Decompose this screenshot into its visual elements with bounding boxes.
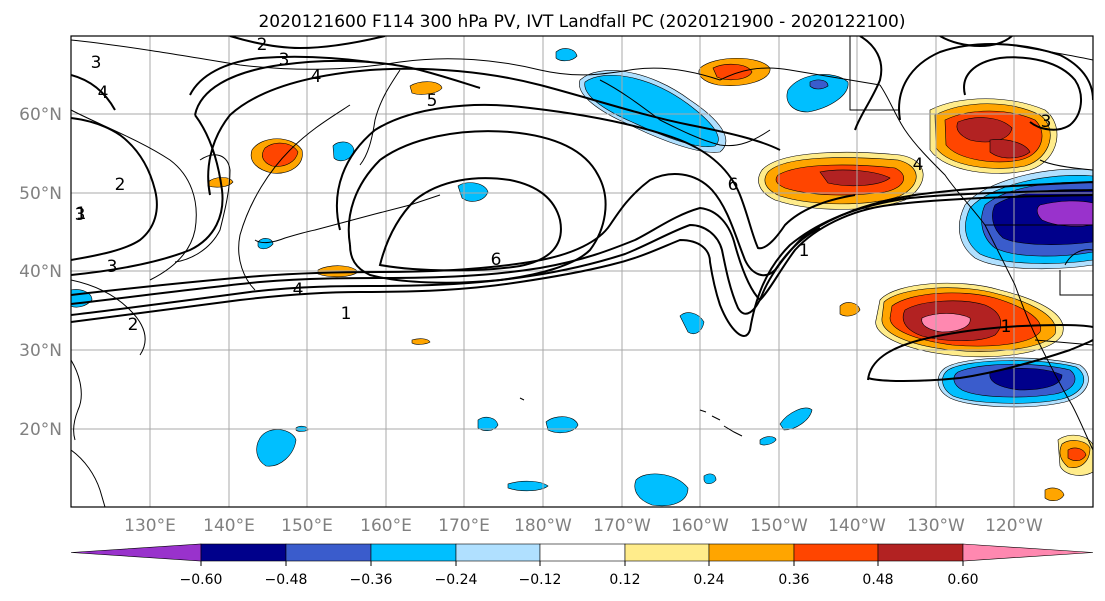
- lon-label: 150°E: [281, 516, 333, 536]
- colorbar-label: 0.12: [609, 572, 640, 588]
- contour-labels: 2 3 4 4 5 3 6 3 3 6 4 1 2 2 1 1 3: [75, 35, 1052, 337]
- colorbar-swatches: [70, 543, 1094, 562]
- contour-label: 1: [76, 204, 87, 224]
- contour-label: 3: [75, 205, 86, 225]
- colorbar-label: 0.60: [947, 572, 978, 588]
- figure-title: 2020121600 F114 300 hPa PV, IVT Landfall…: [258, 12, 905, 32]
- lon-label: 160°W: [671, 516, 729, 536]
- contour-label: 4: [913, 155, 924, 175]
- map-frame: [70, 35, 1094, 508]
- lon-label: 160°E: [360, 516, 412, 536]
- contour-label: 2: [128, 315, 139, 335]
- colorbar-swatch: [624, 543, 710, 562]
- colorbar-label: 0.48: [862, 572, 893, 588]
- colorbar-swatch: [539, 543, 626, 562]
- contour-label: 3: [91, 53, 102, 73]
- lon-label: 130°E: [124, 516, 176, 536]
- lon-label: 170°E: [438, 516, 490, 536]
- colorbar-ticks: [200, 561, 964, 566]
- colorbar-label: 0.36: [778, 572, 809, 588]
- contour-label: 6: [728, 175, 739, 195]
- lat-label: 20°N: [19, 420, 62, 440]
- contour-label: 3: [1041, 112, 1052, 132]
- contour-label: 5: [427, 91, 438, 111]
- colorbar-label: 0.24: [693, 572, 724, 588]
- lon-label: 140°E: [203, 516, 255, 536]
- colorbar-swatch: [285, 543, 372, 562]
- lon-label: 170°W: [593, 516, 651, 536]
- coastlines: [71, 36, 1093, 507]
- lon-label: 180°W: [514, 516, 572, 536]
- colorbar-swatch: [70, 543, 202, 562]
- contour-label: 1: [341, 304, 352, 324]
- contour-label: 4: [98, 83, 109, 103]
- contour-label: 1: [1001, 317, 1012, 337]
- colorbar-swatch: [962, 543, 1094, 562]
- pv-contours: [71, 36, 1093, 382]
- colorbar-label: −0.12: [519, 572, 562, 588]
- contour-label: 1: [799, 241, 810, 261]
- lat-label: 50°N: [19, 184, 62, 204]
- ivt-anomaly-gulf-alaska: [758, 151, 924, 210]
- contour-label: 3: [107, 257, 118, 277]
- colorbar-swatch: [877, 543, 964, 562]
- colorbar-swatch: [200, 543, 287, 562]
- contour-label: 4: [311, 67, 322, 87]
- latitude-labels: 60°N 50°N 40°N 30°N 20°N: [19, 105, 62, 440]
- colorbar-tick-labels: −0.60 −0.48 −0.36 −0.24 −0.12 0.12 0.24 …: [180, 572, 979, 588]
- ivt-anomaly-california: [875, 282, 1064, 358]
- lon-label: 130°W: [907, 516, 965, 536]
- ivt-anomaly-small-features: [71, 48, 1093, 507]
- ivt-anomaly-east-pacific-ne: [929, 98, 1058, 174]
- lon-label: 140°W: [828, 516, 886, 536]
- colorbar: −0.60 −0.48 −0.36 −0.24 −0.12 0.12 0.24 …: [70, 543, 1094, 588]
- colorbar-swatch: [370, 543, 457, 562]
- colorbar-swatch: [455, 543, 541, 562]
- colorbar-label: −0.24: [435, 572, 478, 588]
- lon-label: 120°W: [985, 516, 1043, 536]
- lon-label: 150°W: [750, 516, 808, 536]
- longitude-labels: 130°E 140°E 150°E 160°E 170°E 180°W 170°…: [124, 516, 1043, 536]
- colorbar-label: −0.36: [350, 572, 393, 588]
- contour-label: 2: [115, 175, 126, 195]
- colorbar-swatch: [793, 543, 879, 562]
- contour-label: 4: [293, 280, 304, 300]
- contour-label: 2: [257, 35, 268, 55]
- contour-label: 6: [491, 250, 502, 270]
- ivt-anomaly-subtropical-negative: [937, 357, 1089, 408]
- colorbar-swatch: [708, 543, 795, 562]
- lat-label: 40°N: [19, 262, 62, 282]
- lat-label: 30°N: [19, 341, 62, 361]
- ivt-anomaly-bering: [579, 70, 727, 153]
- contour-label: 3: [279, 50, 290, 70]
- lat-label: 60°N: [19, 105, 62, 125]
- ivt-shading: [71, 48, 1093, 507]
- colorbar-label: −0.48: [265, 572, 308, 588]
- colorbar-label: −0.60: [180, 572, 223, 588]
- map-panel: 2 3 4 4 5 3 6 3 3 6 4 1 2 2 1 1 3: [70, 35, 1094, 508]
